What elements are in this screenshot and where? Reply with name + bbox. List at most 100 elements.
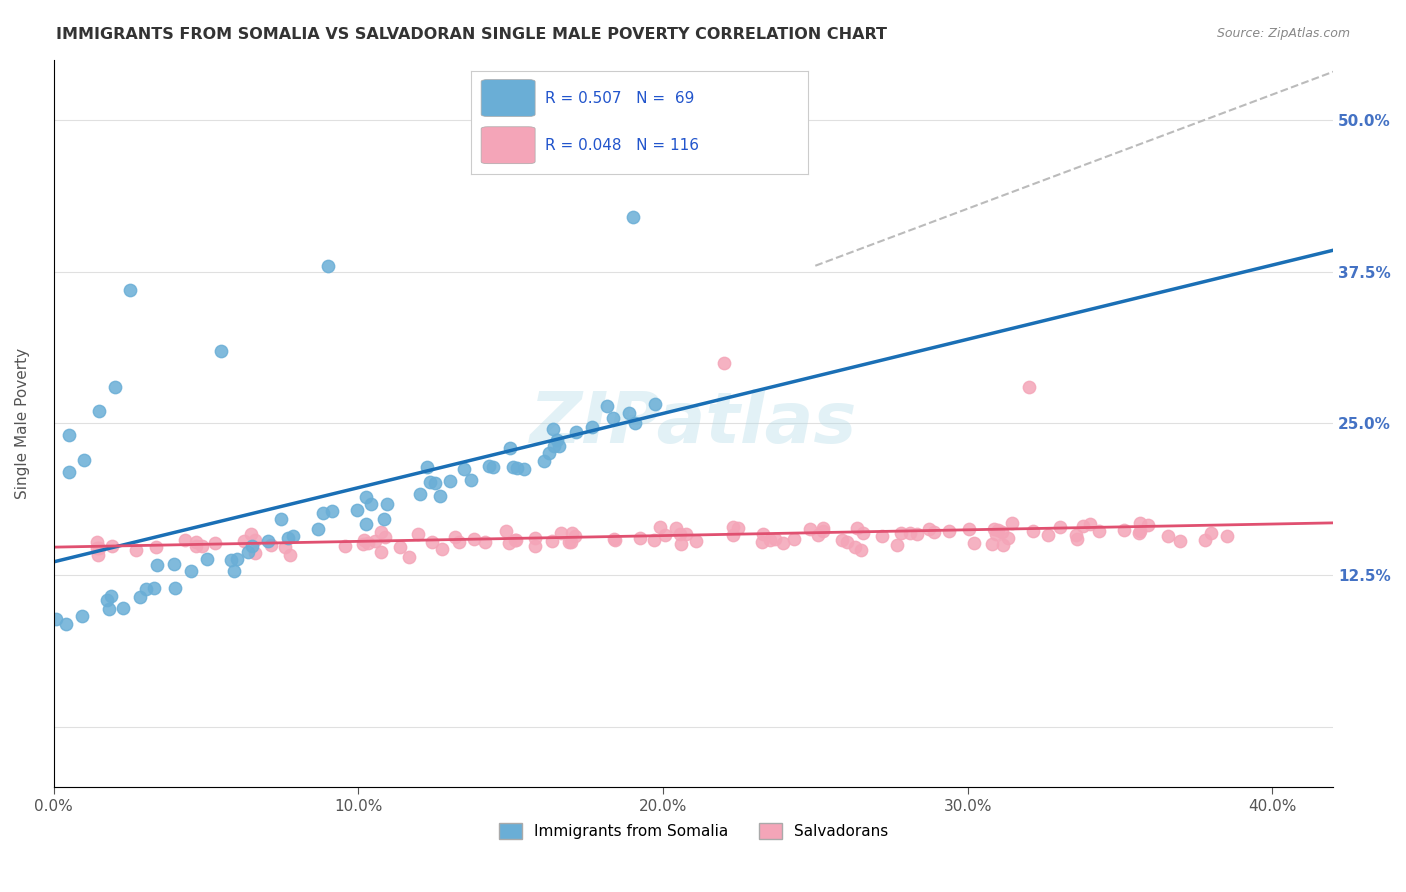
Point [190, 539, 212, 553]
Point [523, 539, 546, 553]
Point [831, 533, 853, 548]
Point [1199, 526, 1222, 541]
Point [388, 540, 411, 554]
Point [96, 593, 118, 607]
Point [621, 211, 644, 225]
Text: IMMIGRANTS FROM SOMALIA VS SALVADORAN SINGLE MALE POVERTY CORRELATION CHART: IMMIGRANTS FROM SOMALIA VS SALVADORAN SI… [56, 27, 887, 42]
Point [558, 534, 581, 549]
Point [759, 533, 782, 548]
Point [374, 529, 396, 543]
Point [474, 534, 496, 549]
Text: R = 0.048   N = 116: R = 0.048 N = 116 [546, 137, 699, 153]
Point [73, 452, 96, 467]
Point [307, 522, 329, 536]
Point [900, 525, 922, 540]
Point [419, 475, 441, 489]
Point [623, 416, 645, 430]
Point [1064, 527, 1087, 541]
Point [124, 542, 146, 557]
Point [1088, 524, 1111, 538]
Point [851, 543, 873, 558]
Point [1114, 524, 1136, 538]
Point [278, 548, 301, 562]
Point [204, 535, 226, 549]
Point [1129, 524, 1152, 538]
Point [118, 283, 141, 297]
Point [245, 533, 267, 547]
Point [772, 536, 794, 550]
Point [546, 433, 568, 447]
Point [537, 446, 560, 460]
Point [596, 400, 619, 414]
Point [650, 520, 672, 534]
Point [453, 462, 475, 476]
Point [503, 533, 526, 547]
Point [654, 527, 676, 541]
Point [333, 539, 356, 553]
Point [100, 589, 122, 603]
Point [922, 524, 945, 539]
Point [163, 558, 186, 572]
Point [713, 356, 735, 370]
Point [981, 537, 1004, 551]
Point [495, 524, 517, 538]
Point [145, 541, 167, 555]
Point [55, 616, 77, 631]
Y-axis label: Single Male Poverty: Single Male Poverty [15, 348, 30, 499]
Point [1168, 533, 1191, 548]
Point [811, 524, 834, 539]
Point [281, 529, 304, 543]
Point [420, 534, 443, 549]
Point [685, 533, 707, 548]
Point [835, 535, 858, 549]
Point [1078, 517, 1101, 532]
Point [540, 533, 562, 548]
Point [87, 548, 110, 562]
Point [1049, 520, 1071, 534]
Point [447, 534, 470, 549]
Point [482, 460, 505, 475]
Point [512, 462, 534, 476]
Point [668, 526, 690, 541]
Point [751, 535, 773, 549]
Point [765, 532, 787, 546]
Point [617, 406, 640, 420]
Point [312, 507, 335, 521]
Point [1022, 524, 1045, 539]
Point [145, 558, 167, 572]
Point [260, 538, 283, 552]
Point [905, 527, 928, 541]
Point [97, 602, 120, 616]
Point [425, 476, 447, 491]
Point [225, 552, 247, 566]
Point [564, 425, 586, 440]
Point [370, 524, 392, 539]
Point [352, 537, 374, 551]
Point [460, 473, 482, 487]
Point [1128, 526, 1150, 541]
Point [439, 474, 461, 488]
Point [918, 523, 941, 537]
Point [806, 527, 828, 541]
Point [270, 512, 292, 526]
Point [45, 612, 67, 626]
Point [498, 536, 520, 550]
Point [564, 529, 586, 543]
Point [58, 428, 80, 442]
Point [1129, 516, 1152, 531]
Point [245, 546, 267, 560]
Point [727, 521, 749, 535]
Point [360, 497, 382, 511]
Point [1036, 528, 1059, 542]
Point [870, 528, 893, 542]
Point [346, 502, 368, 516]
Point [499, 441, 522, 455]
Point [628, 531, 651, 545]
Point [364, 534, 387, 549]
Point [236, 544, 259, 558]
Point [543, 439, 565, 453]
Point [1071, 519, 1094, 533]
Text: ZIPatlas: ZIPatlas [530, 389, 858, 458]
Point [356, 490, 378, 504]
Point [354, 516, 377, 531]
